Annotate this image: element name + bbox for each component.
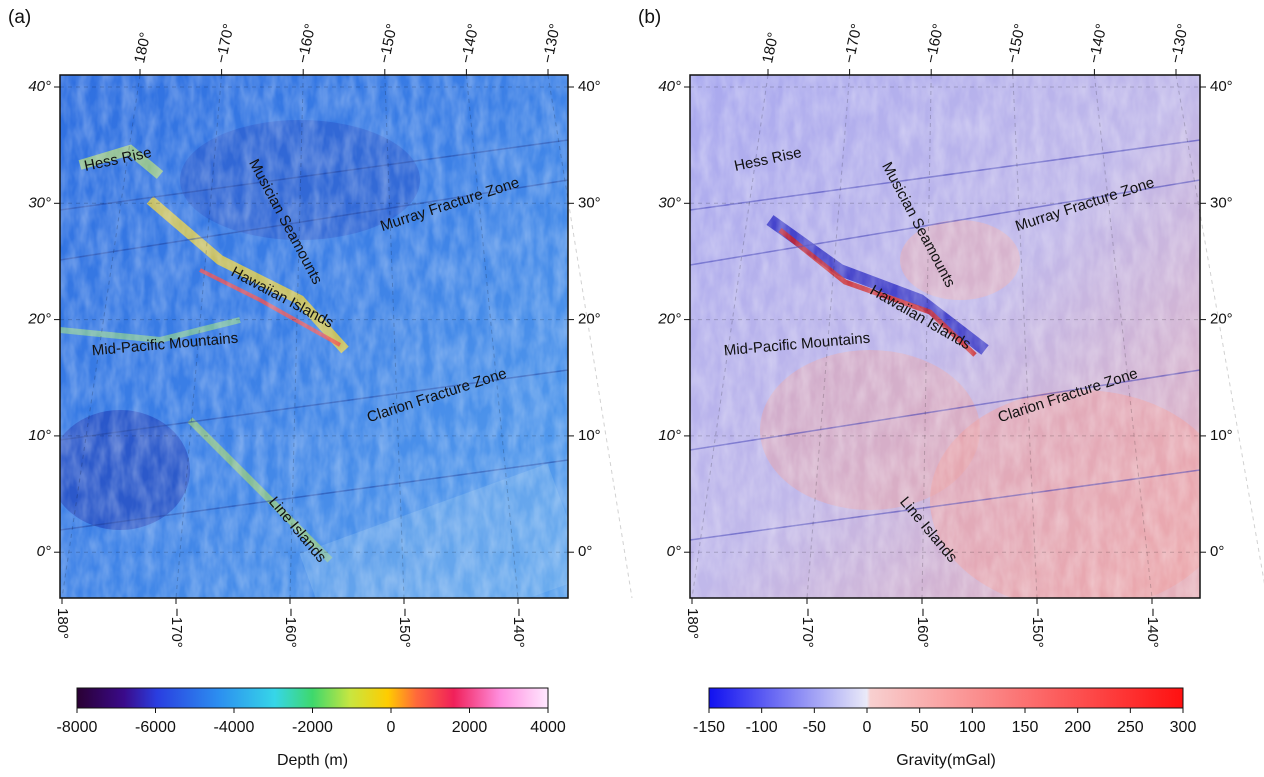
left-tick-label: 10° <box>658 427 681 444</box>
colorbar-tick-label: 200 <box>1064 719 1091 736</box>
right-tick-label: 40° <box>1210 78 1233 95</box>
top-tick-label: −140° <box>458 22 483 64</box>
depth-map <box>60 75 568 598</box>
grid-line <box>1175 74 1264 584</box>
bottom-tick-label: −140° <box>1144 608 1161 648</box>
colorbar-tick-label: 0 <box>387 719 396 736</box>
bottom-tick-label: −170° <box>168 608 185 648</box>
right-tick-label: 10° <box>1210 427 1233 444</box>
top-tick-label: −160° <box>922 22 947 64</box>
left-tick-label: 40° <box>28 78 51 95</box>
grid-line <box>921 74 932 599</box>
top-tick-label: 180° <box>759 31 782 65</box>
grid-line <box>691 74 769 599</box>
colorbar-tick-label: 4000 <box>530 719 566 736</box>
map-frame <box>59 74 569 599</box>
colorbar-tick-label: 0 <box>863 719 872 736</box>
bottom-tick-label: 180° <box>684 608 701 639</box>
right-tick-label: 20° <box>1210 311 1233 328</box>
colorbar-label: Gravity(mGal) <box>896 752 996 769</box>
colorbar-tick-label: 2000 <box>452 719 488 736</box>
top-tick-label: −150° <box>1004 22 1029 64</box>
colorbar-tick-label: 50 <box>911 719 929 736</box>
left-tick-label: 30° <box>28 194 51 211</box>
top-tick-label: −170° <box>213 22 238 64</box>
top-tick-label: 180° <box>131 31 154 65</box>
bottom-tick-label: −150° <box>396 608 413 648</box>
grid-line <box>547 74 633 599</box>
colorbar-tick-label: -6000 <box>135 719 176 736</box>
colorbar <box>708 687 1184 709</box>
right-tick-label: 30° <box>1210 194 1233 211</box>
gravity-map <box>690 75 1200 598</box>
left-tick-label: 10° <box>28 427 51 444</box>
bottom-tick-label: −140° <box>510 608 527 648</box>
grid-line <box>289 74 304 599</box>
colorbar-tick-label: -50 <box>803 719 826 736</box>
panel-label: (a) <box>8 7 31 28</box>
bottom-tick-label: 180° <box>54 608 71 639</box>
right-tick-label: 30° <box>578 194 601 211</box>
colorbar-tick-label: -150 <box>693 719 725 736</box>
left-tick-label: 30° <box>658 194 681 211</box>
colorbar-tick-label: 300 <box>1170 719 1197 736</box>
map-frame <box>689 74 1201 599</box>
right-tick-label: 40° <box>578 78 601 95</box>
panel-label: (b) <box>638 7 661 28</box>
left-tick-label: 0° <box>37 543 51 560</box>
top-tick-label: −160° <box>294 22 319 64</box>
top-tick-label: −130° <box>539 22 564 64</box>
colorbar-tick-label: -8000 <box>57 719 98 736</box>
top-tick-label: −140° <box>1086 22 1111 64</box>
colorbar-tick-label: 250 <box>1117 719 1144 736</box>
right-tick-label: 0° <box>578 543 592 560</box>
bottom-tick-label: −170° <box>799 608 816 648</box>
left-tick-label: 40° <box>658 78 681 95</box>
bottom-tick-label: −150° <box>1029 608 1046 648</box>
colorbar-label: Depth (m) <box>277 752 348 769</box>
top-tick-label: −130° <box>1167 22 1192 64</box>
left-tick-label: 20° <box>27 311 51 328</box>
grid-line <box>61 74 141 599</box>
right-tick-label: 20° <box>578 311 601 328</box>
top-tick-label: −150° <box>376 22 401 64</box>
bottom-tick-label: −160° <box>282 608 299 648</box>
colorbar-tick-label: 100 <box>959 719 986 736</box>
left-tick-label: 20° <box>657 311 681 328</box>
colorbar <box>76 687 549 709</box>
top-tick-label: −170° <box>841 22 866 64</box>
colorbar-tick-label: -100 <box>746 719 778 736</box>
left-tick-label: 0° <box>667 543 681 560</box>
right-tick-label: 0° <box>1210 543 1224 560</box>
colorbar-tick-label: 150 <box>1012 719 1039 736</box>
colorbar-tick-label: -2000 <box>292 719 333 736</box>
bottom-tick-label: −160° <box>914 608 931 648</box>
right-tick-label: 10° <box>578 427 601 444</box>
colorbar-tick-label: -4000 <box>214 719 255 736</box>
